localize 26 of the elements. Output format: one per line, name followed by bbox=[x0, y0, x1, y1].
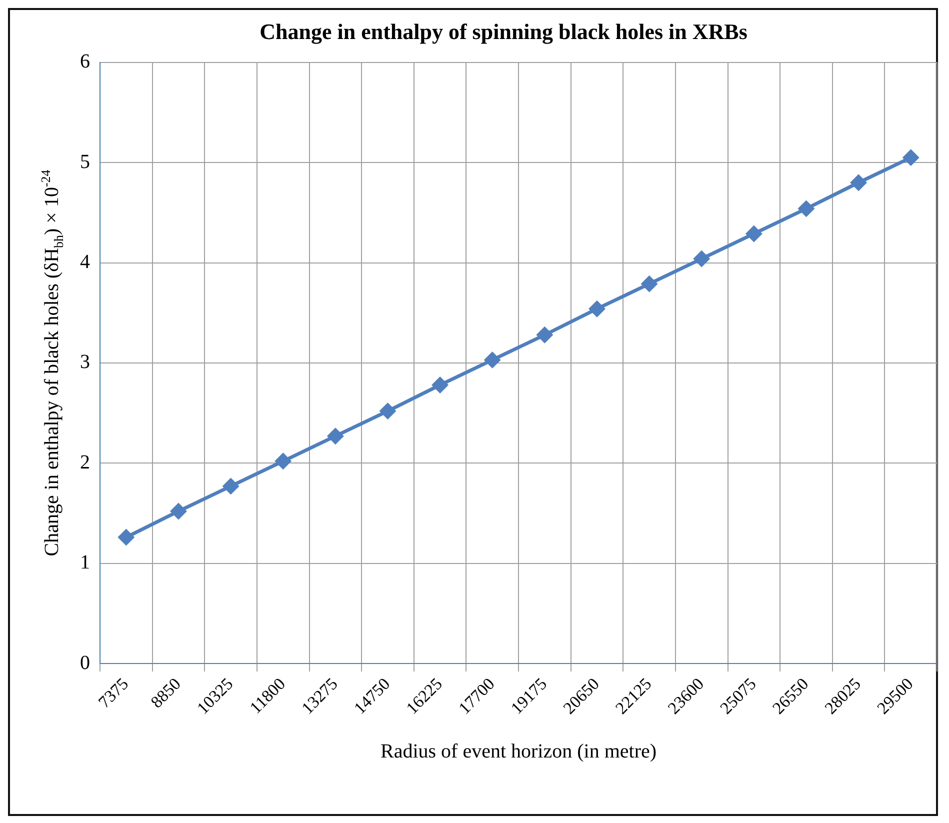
point bbox=[746, 226, 762, 242]
y-tick-label: 2 bbox=[80, 451, 90, 474]
point bbox=[380, 403, 396, 419]
y-tick-label: 6 bbox=[80, 50, 90, 73]
point bbox=[536, 327, 552, 343]
y-tick-label: 5 bbox=[80, 150, 90, 173]
point bbox=[798, 200, 814, 216]
x-axis-title: Radius of event horizon (in metre) bbox=[380, 740, 657, 762]
point bbox=[589, 301, 605, 317]
y-tick-label: 1 bbox=[80, 552, 90, 574]
y-tick-label: 0 bbox=[80, 652, 90, 674]
point bbox=[432, 377, 448, 393]
point bbox=[903, 150, 919, 166]
y-axis-title: Change in enthalpy of black holes (δHbh) × 10-24 bbox=[38, 169, 66, 556]
point bbox=[484, 352, 500, 368]
point bbox=[118, 530, 134, 546]
y-tick-label: 4 bbox=[80, 251, 90, 274]
chart-title: Change in enthalpy of spinning black holes in XRBs bbox=[260, 18, 748, 44]
point bbox=[328, 428, 344, 444]
point bbox=[170, 503, 186, 519]
point bbox=[694, 251, 710, 267]
point bbox=[642, 276, 658, 292]
point bbox=[850, 174, 866, 190]
point bbox=[223, 478, 239, 494]
point bbox=[275, 453, 291, 469]
y-tick-label: 3 bbox=[80, 351, 90, 374]
